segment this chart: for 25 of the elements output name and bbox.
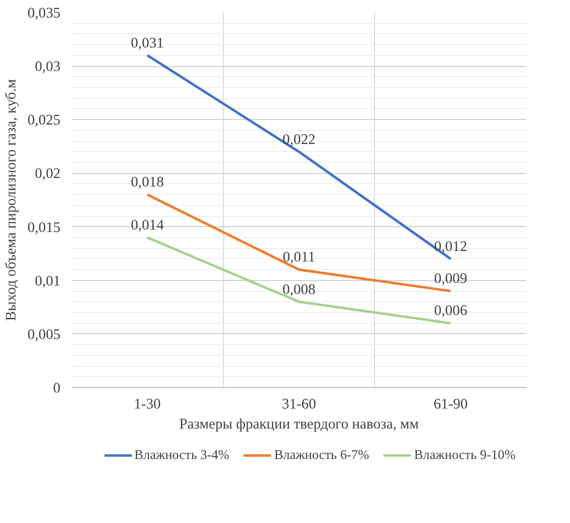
data-label: 0,014 (130, 218, 164, 234)
y-tick-label: 0,025 (28, 112, 61, 129)
x-tick-label: 1-30 (134, 396, 161, 412)
data-label: 0,009 (434, 271, 468, 288)
y-tick-label: 0,02 (34, 166, 61, 182)
y-tick-label: 0,035 (28, 6, 61, 22)
y-tick-label: 0 (53, 380, 60, 396)
y-tick-label: 0,005 (28, 326, 61, 343)
data-label: 0,012 (434, 238, 468, 255)
legend-label: Влажность 3-4% (134, 447, 230, 463)
legend-label: Влажность 9-10% (414, 447, 516, 463)
legend-label: Влажность 6-7% (274, 447, 370, 463)
y-axis-title: Выход объема пиролизного газа, куб.м (4, 79, 20, 321)
data-label: 0,031 (130, 35, 164, 52)
x-axis-title: Размеры фракции твердого навоза, мм (179, 416, 419, 432)
data-label: 0,011 (282, 250, 316, 266)
y-tick-label: 0,01 (34, 273, 61, 290)
data-label: 0,006 (434, 303, 468, 320)
y-tick-label: 0,015 (28, 220, 61, 236)
x-tick-label: 31-60 (282, 396, 316, 412)
data-label: 0,022 (282, 132, 316, 148)
x-tick-label: 61-90 (434, 396, 468, 412)
data-label: 0,008 (282, 282, 316, 298)
data-label: 0,018 (130, 174, 164, 191)
y-tick-label: 0,03 (34, 59, 61, 76)
